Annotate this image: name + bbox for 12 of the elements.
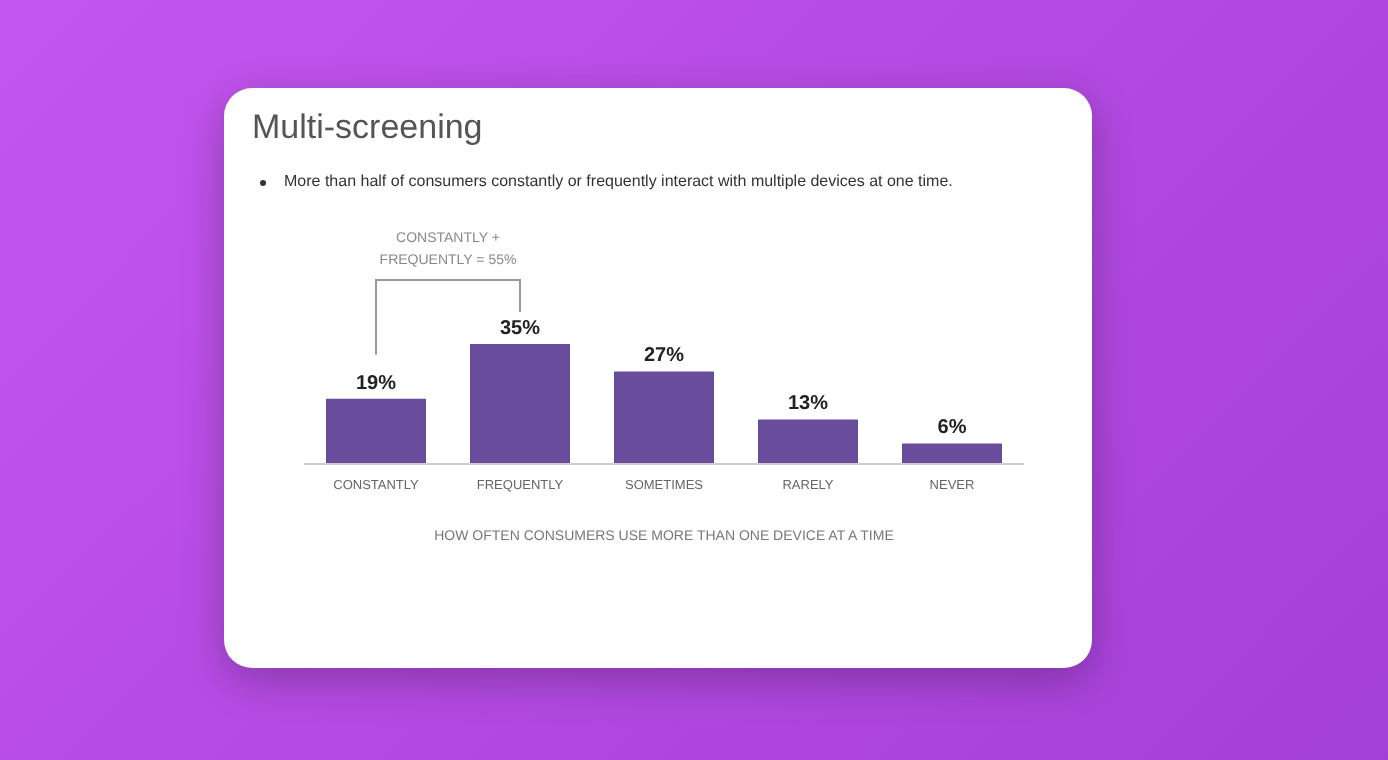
data-label: 6%: [937, 417, 967, 440]
chart-subtitle: More than half of consumers constantly or frequently interact with multiple devices at one time.: [284, 172, 953, 190]
data-label: 35%: [499, 318, 541, 340]
data-label: 19%: [355, 372, 397, 395]
bar: [902, 443, 1002, 464]
chart-title: Multi-screening: [252, 108, 483, 148]
data-label: 27%: [643, 345, 685, 368]
bar: [758, 419, 858, 464]
bar: [614, 371, 714, 464]
bar: [326, 398, 426, 464]
bar: [470, 344, 570, 464]
data-label: 13%: [787, 393, 829, 416]
